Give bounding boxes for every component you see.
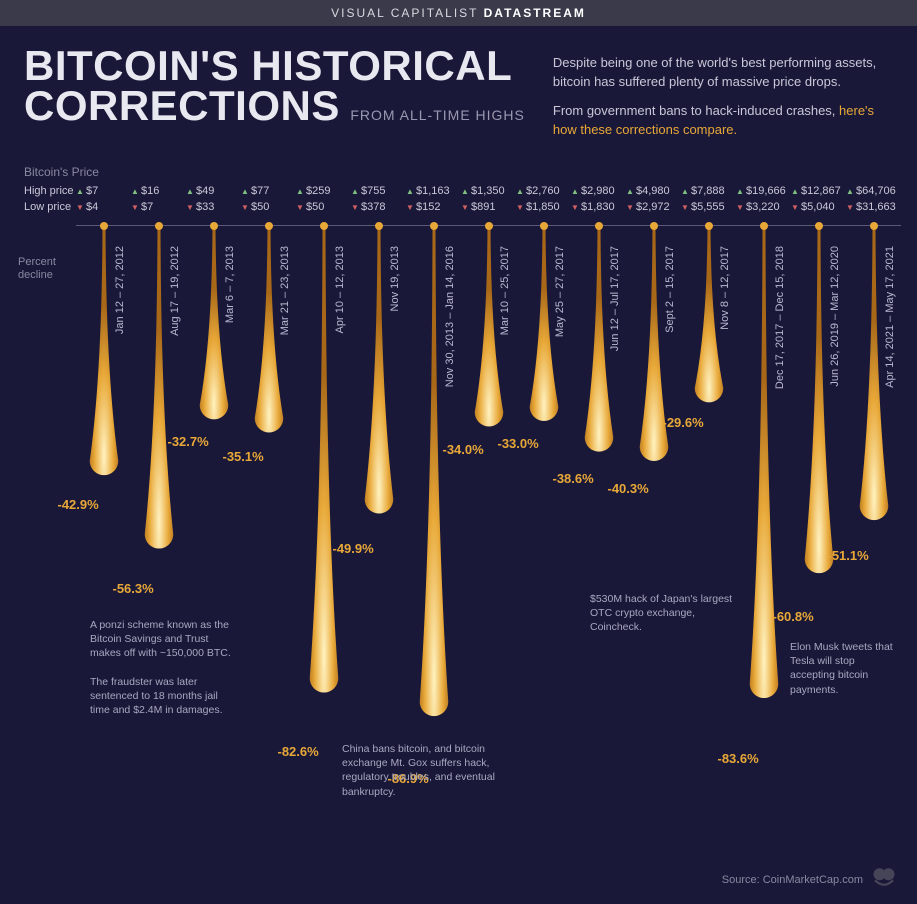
date-label: Sept 2 – 15, 2017 bbox=[664, 246, 676, 333]
high-price: $1,163 bbox=[406, 185, 461, 197]
low-price: $33 bbox=[186, 201, 241, 213]
high-price: $7 bbox=[76, 185, 131, 197]
high-price: $16 bbox=[131, 185, 186, 197]
pct-label: -60.8% bbox=[773, 609, 814, 624]
low-price: $1,830 bbox=[571, 201, 626, 213]
chart: Jan 12 – 27, 2012-42.9% Aug 17 – 19, 201… bbox=[76, 226, 901, 806]
high-price: $1,350 bbox=[461, 185, 516, 197]
price-rows: High price Low price $7$4$16$7$49$33$77$… bbox=[0, 181, 917, 217]
low-price: $50 bbox=[241, 201, 296, 213]
annotation: Elon Musk tweets that Tesla will stop ac… bbox=[790, 640, 900, 697]
annotation: China bans bitcoin, and bitcoin exchange… bbox=[342, 742, 532, 799]
pct-label: -35.1% bbox=[223, 449, 264, 464]
price-col: $2,980 $1,830 bbox=[571, 185, 626, 213]
low-price: $31,663 bbox=[846, 201, 901, 213]
price-col: $2,760 $1,850 bbox=[516, 185, 571, 213]
banner-prefix: VISUAL CAPITALIST bbox=[331, 6, 478, 20]
low-price: $50 bbox=[296, 201, 351, 213]
price-col: $4,980 $2,972 bbox=[626, 185, 681, 213]
date-label: Apr 14, 2021 – May 17, 2021 bbox=[884, 246, 896, 388]
price-col: $16$7 bbox=[131, 185, 186, 213]
low-price: $5,040 bbox=[791, 201, 846, 213]
price-col: $755 $378 bbox=[351, 185, 406, 213]
top-banner: VISUAL CAPITALIST DATASTREAM bbox=[0, 0, 917, 26]
low-price: $5,555 bbox=[681, 201, 736, 213]
date-label: Aug 17 – 19, 2012 bbox=[169, 246, 181, 336]
intro: Despite being one of the world's best pe… bbox=[553, 46, 893, 149]
low-price: $4 bbox=[76, 201, 131, 213]
high-price: $259 bbox=[296, 185, 351, 197]
pct-label: -51.1% bbox=[828, 548, 869, 563]
source: Source: CoinMarketCap.com bbox=[722, 874, 863, 886]
high-price: $64,706 bbox=[846, 185, 901, 197]
high-price: $2,980 bbox=[571, 185, 626, 197]
low-price: $152 bbox=[406, 201, 461, 213]
intro-p1: Despite being one of the world's best pe… bbox=[553, 54, 893, 92]
low-price: $378 bbox=[351, 201, 406, 213]
pct-label: -82.6% bbox=[278, 744, 319, 759]
intro-p2a: From government bans to hack-induced cra… bbox=[553, 103, 839, 118]
pct-label: -56.3% bbox=[113, 581, 154, 596]
price-section-label: Bitcoin's Price bbox=[0, 163, 917, 181]
title-block: BITCOIN'S HISTORICAL CORRECTIONS FROM AL… bbox=[24, 46, 525, 149]
pct-label: -34.0% bbox=[443, 442, 484, 457]
price-col: $64,706 $31,663 bbox=[846, 185, 901, 213]
price-col: $77$50 bbox=[241, 185, 296, 213]
low-price: $2,972 bbox=[626, 201, 681, 213]
high-price: $77 bbox=[241, 185, 296, 197]
date-label: Nov 19, 2013 bbox=[389, 246, 401, 311]
high-price: $755 bbox=[351, 185, 406, 197]
subtitle: FROM ALL-TIME HIGHS bbox=[350, 107, 525, 123]
date-label: Mar 21 – 23, 2013 bbox=[279, 246, 291, 335]
pct-label: -33.0% bbox=[498, 436, 539, 451]
price-col: $7,888 $5,555 bbox=[681, 185, 736, 213]
low-price: $7 bbox=[131, 201, 186, 213]
date-label: Jun 26, 2019 – Mar 12, 2020 bbox=[829, 246, 841, 387]
price-col: $19,666 $3,220 bbox=[736, 185, 791, 213]
high-price: $19,666 bbox=[736, 185, 791, 197]
date-label: Nov 30, 2013 – Jan 14, 2016 bbox=[444, 246, 456, 387]
pct-label: -32.7% bbox=[168, 434, 209, 449]
price-col: $7$4 bbox=[76, 185, 131, 213]
axis-label: Percentdecline bbox=[18, 256, 56, 282]
pct-label: -38.6% bbox=[553, 471, 594, 486]
pct-label: -29.6% bbox=[663, 415, 704, 430]
date-label: Mar 6 – 7, 2013 bbox=[224, 246, 236, 323]
pct-label: -42.9% bbox=[58, 497, 99, 512]
date-label: Apr 10 – 12, 2013 bbox=[334, 246, 346, 333]
pct-label: -83.6% bbox=[718, 751, 759, 766]
title-line2: CORRECTIONS bbox=[24, 82, 340, 129]
vc-logo-icon bbox=[869, 866, 899, 890]
low-price: $1,850 bbox=[516, 201, 571, 213]
low-label: Low price bbox=[24, 201, 76, 213]
price-col: $259 $50 bbox=[296, 185, 351, 213]
low-price: $891 bbox=[461, 201, 516, 213]
banner-suffix: DATASTREAM bbox=[484, 6, 586, 20]
annotation: $530M hack of Japan's largest OTC crypto… bbox=[590, 592, 740, 635]
price-col: $1,163 $152 bbox=[406, 185, 461, 213]
pct-label: -40.3% bbox=[608, 481, 649, 496]
price-col: $49$33 bbox=[186, 185, 241, 213]
date-label: Mar 10 – 25, 2017 bbox=[499, 246, 511, 335]
high-label: High price bbox=[24, 185, 76, 197]
date-label: May 25 – 27, 2017 bbox=[554, 246, 566, 337]
pct-label: -49.9% bbox=[333, 541, 374, 556]
title-line1: BITCOIN'S HISTORICAL bbox=[24, 46, 525, 86]
header: BITCOIN'S HISTORICAL CORRECTIONS FROM AL… bbox=[0, 26, 917, 163]
high-price: $2,760 bbox=[516, 185, 571, 197]
annotation: A ponzi scheme known as the Bitcoin Savi… bbox=[90, 618, 240, 717]
price-col: $12,867 $5,040 bbox=[791, 185, 846, 213]
high-price: $49 bbox=[186, 185, 241, 197]
high-price: $7,888 bbox=[681, 185, 736, 197]
low-price: $3,220 bbox=[736, 201, 791, 213]
date-label: Dec 17, 2017 – Dec 15, 2018 bbox=[774, 246, 786, 389]
date-label: Jan 12 – 27, 2012 bbox=[114, 246, 126, 334]
date-label: Nov 8 – 12, 2017 bbox=[719, 246, 731, 330]
date-label: Jun 12 – Jul 17, 2017 bbox=[609, 246, 621, 351]
price-col: $1,350 $891 bbox=[461, 185, 516, 213]
high-price: $4,980 bbox=[626, 185, 681, 197]
high-price: $12,867 bbox=[791, 185, 846, 197]
